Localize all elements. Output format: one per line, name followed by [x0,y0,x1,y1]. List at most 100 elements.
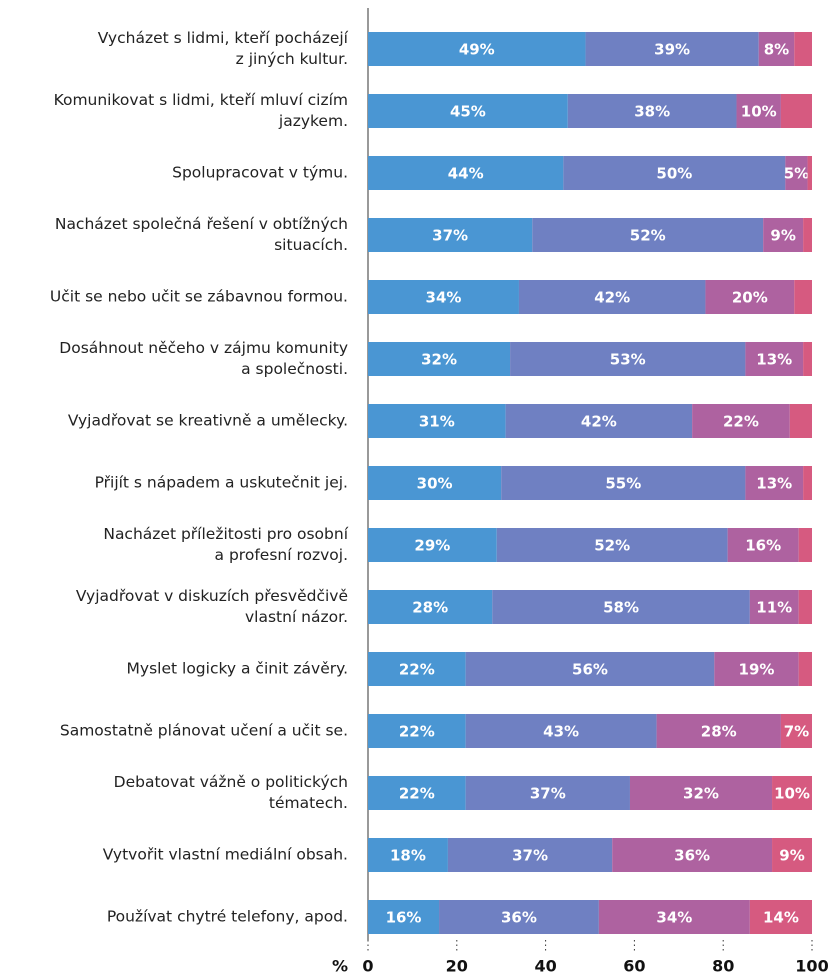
bar-segment [629,776,773,810]
bar-segment [368,342,511,376]
data-label: 30% [417,475,453,493]
data-label: 34% [426,289,462,307]
x-tick-label: 80 [712,957,734,976]
bar-segment [368,404,506,438]
data-label: 22% [399,661,435,679]
bar-segment [794,32,812,66]
data-label: 22% [399,723,435,741]
bar-segment [803,218,812,252]
bar-segment [563,156,786,190]
category-label: Nacházet společná řešení v obtížných sit… [54,215,348,254]
data-label: 7% [784,723,809,741]
bar-segment [612,838,773,872]
data-label: 34% [656,909,692,927]
data-label: 49% [459,41,495,59]
bar-segment [368,776,466,810]
bar-segment [510,342,746,376]
bar-segment [501,466,746,500]
x-tick-label: 100 [795,957,828,976]
data-label: 9% [779,847,804,865]
data-label: 13% [756,475,792,493]
data-label: 28% [701,723,737,741]
data-label: 36% [674,847,710,865]
data-label: 19% [739,661,775,679]
category-label: Myslet logicky a činit závěry. [126,659,348,678]
bar-segment [705,280,795,314]
bar-segment [465,652,715,686]
bar-segment [368,280,519,314]
x-tick-label: 40 [534,957,556,976]
bar-segment [803,342,812,376]
data-label: 8% [764,41,789,59]
bar-segment [772,776,812,810]
bar-segment [585,32,759,66]
data-label: 28% [412,599,448,617]
bar-segment [758,32,795,66]
bar-segment [368,838,448,872]
bar-segment [736,94,781,128]
bar-segment [368,652,466,686]
bar-segment [745,466,804,500]
data-label: 37% [512,847,548,865]
bar-segment [465,714,657,748]
bar-segment [798,528,812,562]
data-label: 20% [732,289,768,307]
bar-segment [368,156,564,190]
category-label: Nacházet příležitosti pro osobní a profe… [103,525,348,564]
bar-segment [368,466,502,500]
bar-segment [505,404,693,438]
bar-segment [749,590,799,624]
category-label: Spolupracovat v týmu. [172,163,348,182]
category-label: Používat chytré telefony, apod. [106,907,348,926]
bar-segment [803,466,812,500]
data-label: 32% [421,351,457,369]
data-label: 9% [770,227,795,245]
bar-segment [794,280,812,314]
data-label: 39% [654,41,690,59]
bar-segment [368,94,568,128]
bar-segment [368,714,466,748]
bar-segment [798,652,812,686]
bar-segment [447,838,613,872]
data-label: 42% [581,413,617,431]
bar-segment [714,652,799,686]
bar-segment [439,900,599,934]
data-label: 37% [432,227,468,245]
category-label: Dosáhnout něčeho v zájmu komunity a spol… [59,339,348,378]
bar-segment [780,94,812,128]
data-label: 22% [399,785,435,803]
x-tick-label: 20 [446,957,468,976]
bar-segment [798,590,812,624]
data-label: 42% [594,289,630,307]
x-tick-label: 0 [362,957,373,976]
bar-segment [656,714,781,748]
data-label: 32% [683,785,719,803]
bar-segment [727,528,799,562]
data-label: 52% [594,537,630,555]
data-label: 55% [605,475,641,493]
data-label: 58% [603,599,639,617]
data-label: 52% [630,227,666,245]
data-label: 31% [419,413,455,431]
bar-segment [749,900,812,934]
bar-segment [465,776,630,810]
data-label: 36% [501,909,537,927]
data-label: 38% [634,103,670,121]
category-label: Samostatně plánovat učení a učit se. [59,721,348,740]
bar-segment [772,838,812,872]
bar-segment [785,156,808,190]
data-label: 29% [414,537,450,555]
bar-segment [368,590,493,624]
data-label: 56% [572,661,608,679]
data-label: 13% [756,351,792,369]
x-axis-label: % [332,957,348,976]
data-label: 43% [543,723,579,741]
data-label: 10% [741,103,777,121]
x-tick-label: 60 [623,957,645,976]
data-label: 45% [450,103,486,121]
category-label: Vyjadřovat se kreativně a umělecky. [67,411,348,430]
bar-segment [368,32,586,66]
bar-segment [763,218,804,252]
category-label: Přijít s nápadem a uskutečnit jej. [94,473,348,492]
